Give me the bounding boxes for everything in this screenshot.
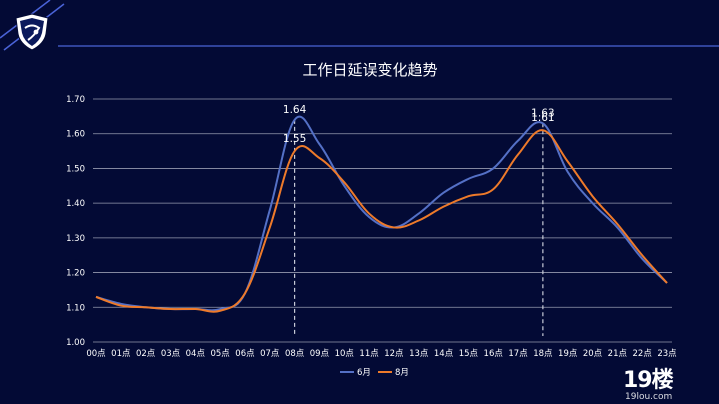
series-line-2 [95,129,668,313]
x-tick-label: 14点 [434,349,454,359]
legend: 6月 8月 [340,368,409,378]
x-tick-label: 09点 [310,349,330,359]
header-decoration [0,0,719,51]
shield-logo-icon [15,13,49,51]
x-tick-label: 07点 [260,349,280,359]
data-labels: 1.64 1.55 1.631.61 [283,104,555,145]
x-tick-label: 18点 [533,349,553,359]
y-tick-label: 1.20 [66,269,85,279]
x-tick-label: 05点 [210,349,230,359]
y-tick-label: 1.60 [66,130,85,140]
series-lines [95,115,668,313]
series-line-1 [95,115,668,312]
x-tick-label: 20点 [583,349,603,359]
data-label: 1.55 [283,133,306,145]
x-tick-label: 11点 [359,349,379,359]
y-tick-label: 1.00 [66,338,85,348]
y-tick-label: 1.40 [66,199,85,209]
y-axis: 1.00 1.10 1.20 1.30 1.40 1.50 1.60 1.70 [66,95,85,348]
x-tick-label: 23点 [657,349,677,359]
x-tick-label: 17点 [508,349,528,359]
x-tick-label: 08点 [285,349,305,359]
chart-title: 工作日延误变化趋势 [302,61,437,79]
x-tick-label: 06点 [235,349,255,359]
x-tick-label: 12点 [384,349,404,359]
legend-label: 6月 [357,368,371,378]
x-tick-label: 04点 [186,349,206,359]
x-tick-label: 21点 [608,349,628,359]
watermark-text: 19楼 [623,368,674,393]
legend-label: 8月 [395,368,409,378]
x-tick-label: 00点 [86,349,106,359]
data-label: 1.64 [283,104,307,116]
watermark-logo: 19楼 19lou.com [623,364,713,402]
x-tick-label: 03点 [161,349,181,359]
x-tick-label: 22点 [633,349,653,359]
x-tick-label: 16点 [484,349,504,359]
peak-markers [294,119,544,336]
data-label: 1.61 [531,112,554,124]
x-tick-label: 13点 [409,349,429,359]
y-tick-label: 1.10 [66,303,85,313]
x-tick-label: 10点 [335,349,355,359]
watermark-subtext: 19lou.com [625,392,673,402]
x-tick-label: 15点 [459,349,479,359]
y-tick-label: 1.70 [66,95,85,105]
y-tick-label: 1.50 [66,164,85,174]
grid-lines [93,98,672,343]
data-label: 1.63 [531,107,554,119]
x-tick-label: 02点 [136,349,156,359]
y-tick-label: 1.30 [66,234,85,244]
x-tick-label: 19点 [558,349,578,359]
x-tick-label: 01点 [111,349,131,359]
x-axis: 00点 01点 02点 03点 04点 05点 06点 07点 08点 09点 10点 11点 12点 1… [86,349,677,359]
